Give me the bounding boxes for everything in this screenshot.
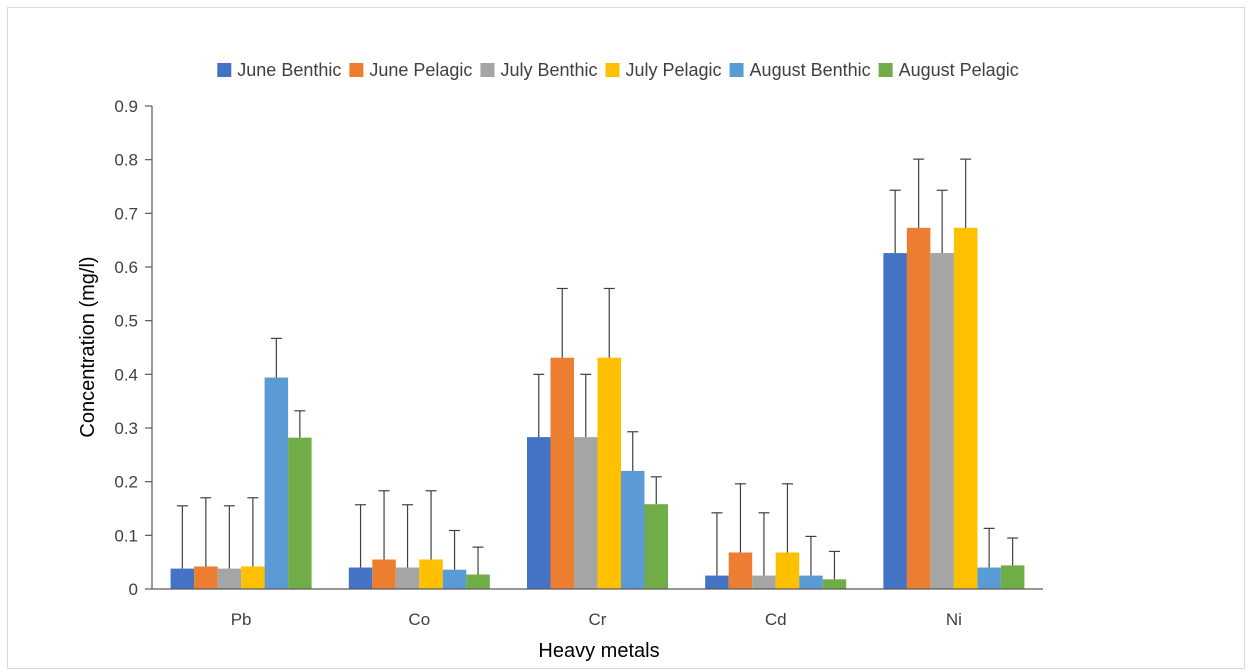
y-tick-label: 0.2	[114, 473, 138, 492]
bar	[170, 568, 195, 589]
y-tick-label: 0.7	[114, 204, 138, 223]
legend-label: August Pelagic	[899, 60, 1019, 80]
y-tick-label: 0.1	[114, 526, 138, 545]
x-tick-label: Pb	[231, 610, 252, 629]
bars-layer	[170, 227, 1025, 589]
bar	[419, 559, 443, 589]
bar	[348, 567, 373, 589]
bar	[264, 377, 289, 589]
x-tick-label: Co	[408, 610, 430, 629]
bar	[644, 504, 668, 589]
legend-label: July Benthic	[500, 60, 597, 80]
legend-label: July Pelagic	[626, 60, 722, 80]
bar	[775, 552, 800, 589]
legend-swatch	[217, 63, 232, 77]
bar	[372, 559, 396, 589]
bar	[1000, 565, 1025, 589]
bar	[752, 575, 776, 589]
legend-label: August Benthic	[750, 60, 871, 80]
legend-label: June Benthic	[237, 60, 341, 80]
x-tick-label: Cd	[765, 610, 787, 629]
bar	[466, 574, 490, 589]
legend-swatch	[729, 63, 744, 77]
bar	[288, 437, 312, 589]
x-tick-label: Ni	[946, 610, 962, 629]
bar	[527, 437, 551, 589]
bar	[574, 437, 598, 589]
bar	[442, 569, 467, 589]
y-tick-label: 0.8	[114, 151, 138, 170]
x-axis-title: Heavy metals	[538, 640, 659, 662]
y-tick-label: 0.5	[114, 312, 138, 331]
bar	[395, 567, 420, 589]
bar	[883, 253, 907, 589]
legend-swatch	[349, 63, 364, 77]
legend-swatch	[878, 63, 893, 77]
bar	[977, 567, 1001, 589]
bar	[621, 470, 645, 589]
y-tick-label: 0.9	[114, 97, 138, 116]
legend-item: August Pelagic	[878, 60, 1019, 80]
bar	[194, 566, 218, 589]
legend-swatch	[605, 63, 620, 77]
legend-item: July Pelagic	[605, 60, 722, 80]
bar	[822, 579, 847, 589]
legend-swatch	[480, 63, 495, 77]
y-tick-label: 0.6	[114, 258, 138, 277]
bar	[728, 552, 753, 589]
bar	[953, 227, 978, 589]
bar	[705, 575, 729, 589]
bar	[241, 566, 265, 589]
bar	[906, 227, 931, 589]
y-tick-label: 0.3	[114, 419, 138, 438]
bar	[597, 357, 621, 589]
x-tick-label: Cr	[589, 610, 607, 629]
legend-item: July Benthic	[480, 60, 598, 80]
y-tick-label: 0.4	[114, 365, 138, 384]
legend-item: June Pelagic	[349, 60, 472, 80]
x-axis: Pb Co Cr Cd Ni	[152, 588, 1043, 629]
legend: June Benthic June Pelagic July Benthic July…	[217, 60, 1019, 80]
legend-item: June Benthic	[217, 60, 341, 80]
legend-item: August Benthic	[729, 60, 871, 80]
bar	[550, 357, 574, 589]
bar	[217, 568, 242, 589]
y-tick-label: 0	[129, 580, 138, 599]
y-axis-title: Concentration (mg/l)	[77, 256, 99, 437]
error-bars-layer	[176, 158, 1019, 580]
y-axis: 0 0.1 0.2 0.3 0.4 0.5 0.6 0.7 0.8 0.9	[114, 97, 153, 599]
legend-label: June Pelagic	[369, 60, 472, 80]
bar	[930, 253, 954, 589]
bar	[799, 575, 823, 589]
